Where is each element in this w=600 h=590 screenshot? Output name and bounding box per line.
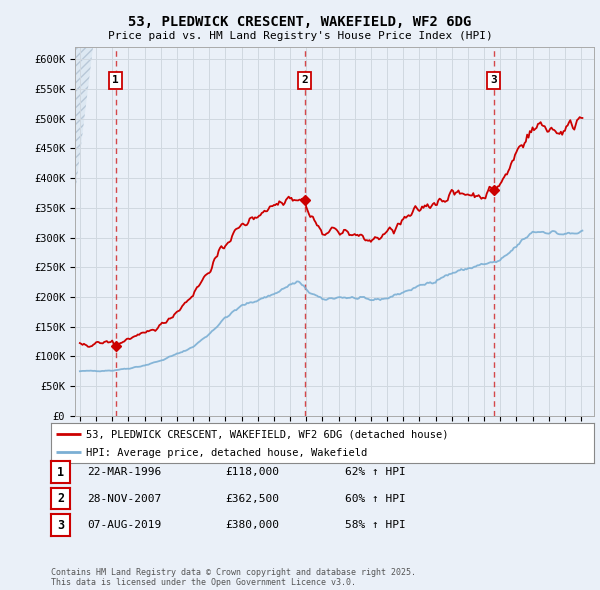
Text: £362,500: £362,500 bbox=[225, 494, 279, 503]
Text: 1: 1 bbox=[112, 76, 119, 86]
Text: 28-NOV-2007: 28-NOV-2007 bbox=[87, 494, 161, 503]
Text: £118,000: £118,000 bbox=[225, 467, 279, 477]
Text: Price paid vs. HM Land Registry's House Price Index (HPI): Price paid vs. HM Land Registry's House … bbox=[107, 31, 493, 41]
Text: 62% ↑ HPI: 62% ↑ HPI bbox=[345, 467, 406, 477]
Text: Contains HM Land Registry data © Crown copyright and database right 2025.
This d: Contains HM Land Registry data © Crown c… bbox=[51, 568, 416, 587]
Text: 07-AUG-2019: 07-AUG-2019 bbox=[87, 520, 161, 530]
Text: HPI: Average price, detached house, Wakefield: HPI: Average price, detached house, Wake… bbox=[86, 448, 368, 458]
Text: 2: 2 bbox=[57, 492, 64, 505]
Text: 2: 2 bbox=[301, 76, 308, 86]
Text: 58% ↑ HPI: 58% ↑ HPI bbox=[345, 520, 406, 530]
Text: 3: 3 bbox=[490, 76, 497, 86]
Text: 53, PLEDWICK CRESCENT, WAKEFIELD, WF2 6DG (detached house): 53, PLEDWICK CRESCENT, WAKEFIELD, WF2 6D… bbox=[86, 430, 449, 440]
Text: £380,000: £380,000 bbox=[225, 520, 279, 530]
Polygon shape bbox=[75, 47, 93, 195]
Text: 53, PLEDWICK CRESCENT, WAKEFIELD, WF2 6DG: 53, PLEDWICK CRESCENT, WAKEFIELD, WF2 6D… bbox=[128, 15, 472, 29]
Text: 1: 1 bbox=[57, 466, 64, 478]
Text: 3: 3 bbox=[57, 519, 64, 532]
Text: 60% ↑ HPI: 60% ↑ HPI bbox=[345, 494, 406, 503]
Text: 22-MAR-1996: 22-MAR-1996 bbox=[87, 467, 161, 477]
